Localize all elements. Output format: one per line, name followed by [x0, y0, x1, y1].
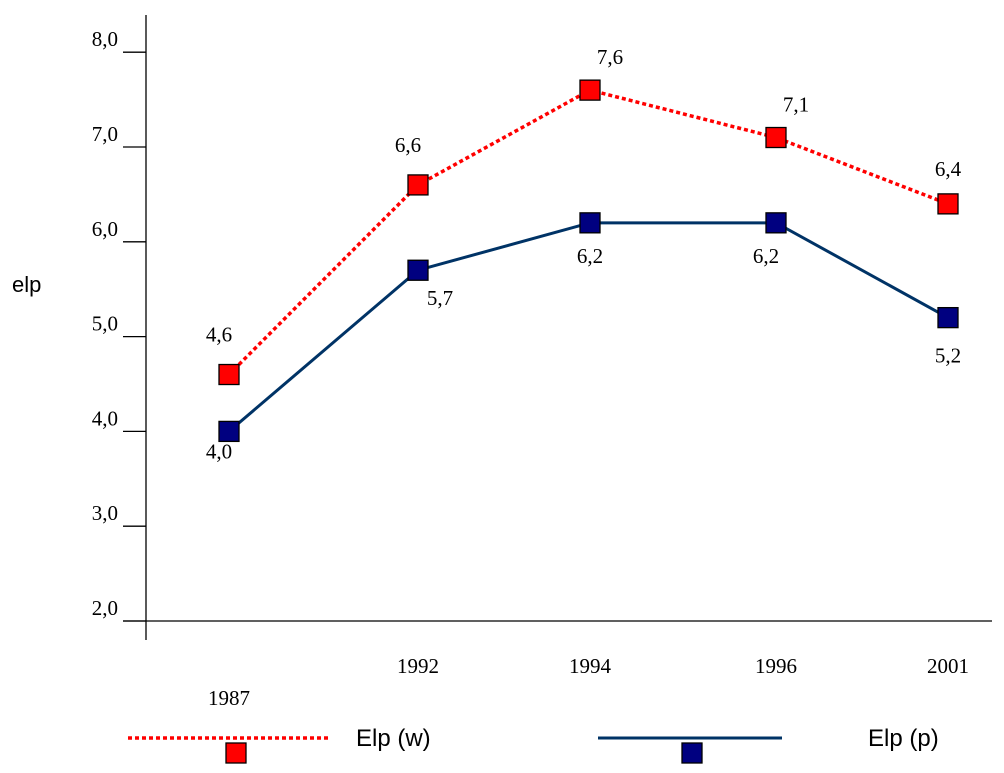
y-tick-label: 7,0 [92, 122, 118, 146]
series-marker [407, 259, 429, 281]
data-label: 6,4 [935, 157, 962, 181]
data-label: 6,2 [577, 244, 603, 268]
x-tick-label: 2001 [927, 654, 969, 678]
series-marker [407, 174, 429, 196]
y-tick-label: 2,0 [92, 596, 118, 620]
series-marker [765, 212, 787, 234]
data-label: 7,6 [597, 45, 623, 69]
data-label: 5,2 [935, 344, 961, 368]
y-ticks: 2,0 3,0 4,0 5,0 6,0 7,0 8,0 [92, 27, 146, 622]
y-tick-label: 3,0 [92, 501, 118, 525]
data-label: 6,6 [395, 133, 421, 157]
series-markers [218, 79, 959, 443]
legend-label: Elp (w) [356, 725, 431, 752]
x-tick-label: 1987 [208, 686, 250, 710]
x-tick-label: 1994 [569, 654, 612, 678]
legend-marker [681, 742, 703, 764]
legend-marker [225, 742, 247, 764]
x-tick-label: 1996 [755, 654, 797, 678]
series-marker [218, 363, 240, 386]
legend: Elp (w) Elp (p) [128, 725, 939, 764]
data-label: 6,2 [753, 244, 779, 268]
legend-label: Elp (p) [868, 725, 939, 752]
y-tick-label: 4,0 [92, 406, 118, 430]
series-marker [579, 212, 601, 234]
series-marker [765, 126, 787, 149]
data-label: 5,7 [427, 286, 453, 310]
data-labels: 4,6 6,6 7,6 7,1 6,4 4,0 5,7 6,2 6,2 5,2 [206, 45, 962, 463]
data-label: 4,0 [206, 439, 232, 463]
data-label: 7,1 [783, 93, 809, 117]
y-tick-label: 5,0 [92, 312, 118, 336]
series-marker [579, 79, 601, 101]
axes [123, 15, 992, 640]
series-marker [937, 193, 959, 215]
data-label: 4,6 [206, 323, 232, 347]
x-tick-labels: 1987 1992 1994 1996 2001 [208, 654, 969, 710]
series-marker [937, 306, 959, 329]
x-tick-label: 1992 [397, 654, 439, 678]
y-tick-label: 6,0 [92, 217, 118, 241]
y-tick-label: 8,0 [92, 27, 118, 51]
y-axis-label: elp [12, 272, 41, 297]
series-marker [218, 420, 240, 443]
